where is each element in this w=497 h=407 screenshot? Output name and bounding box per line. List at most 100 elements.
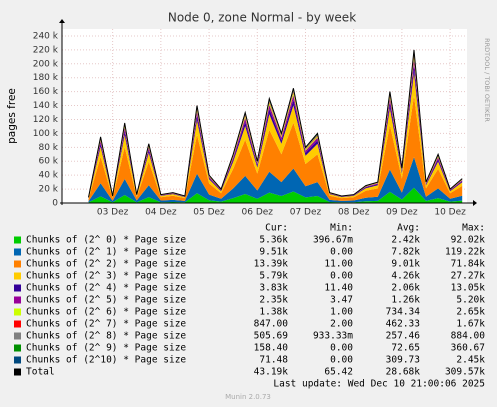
y-axis-label: pages free — [6, 88, 18, 144]
y-tick-label: 220 k — [33, 45, 59, 55]
legend-cur: 9.51k — [259, 247, 288, 258]
legend-min: 0.00 — [330, 247, 353, 258]
legend-max: 92.02k — [451, 235, 486, 246]
legend-swatch — [14, 236, 21, 244]
x-tick-label: 06 Dez — [242, 208, 274, 218]
legend-min: 933.33m — [313, 331, 353, 342]
legend-swatch — [14, 248, 21, 256]
legend-swatch — [14, 344, 21, 352]
legend-avg: 9.01k — [391, 259, 420, 270]
y-tick-label: 80 k — [38, 143, 58, 153]
y-tick-label: 140 k — [33, 101, 59, 111]
legend-label: Chunks of (2^ 5) * Page size — [26, 295, 186, 306]
legend-label: Chunks of (2^ 6) * Page size — [26, 307, 186, 318]
legend-swatch — [14, 260, 21, 268]
legend-swatch — [14, 296, 21, 304]
area — [88, 72, 463, 200]
legend-max: 2.65k — [456, 307, 485, 318]
legend-label: Chunks of (2^ 2) * Page size — [26, 259, 186, 270]
legend-max: 360.67 — [451, 343, 485, 354]
legend-max: 309.57k — [445, 367, 485, 378]
legend-label: Chunks of (2^ 4) * Page size — [26, 283, 186, 294]
area — [88, 187, 463, 203]
legend-cur: 5.79k — [259, 271, 288, 282]
legend-label: Chunks of (2^ 3) * Page size — [26, 271, 186, 282]
legend-avg: 72.65 — [391, 343, 420, 354]
legend-label: Chunks of (2^ 8) * Page size — [26, 331, 186, 342]
legend-min: 11.40 — [324, 283, 353, 294]
legend-cur: 1.38k — [259, 307, 288, 318]
y-tick-label: 60 k — [38, 157, 58, 167]
legend-min: 11.00 — [324, 259, 353, 270]
credit: Munin 2.0.73 — [225, 393, 271, 401]
last-update: Last update: Wed Dec 10 21:00:06 2025 — [273, 379, 485, 390]
legend-min: 2.00 — [330, 319, 353, 330]
x-tick-label: 10 Dez — [434, 208, 466, 218]
legend-max: 13.05k — [451, 283, 486, 294]
watermark: RRDTOOL / TOBI OETIKER — [483, 38, 491, 122]
legend-label: Chunks of (2^10) * Page size — [26, 355, 186, 366]
legend-avg: 28.68k — [386, 367, 421, 378]
legend-swatch — [14, 284, 21, 292]
legend-min: 0.00 — [330, 271, 353, 282]
x-axis-arrow — [473, 200, 477, 206]
legend-max: 119.22k — [445, 247, 485, 258]
legend-min: 396.67m — [313, 235, 353, 246]
x-tick-label: 09 Dez — [386, 208, 418, 218]
y-tick-label: 40 k — [38, 171, 58, 181]
y-tick-label: 160 k — [33, 87, 59, 97]
legend-cur: 505.69 — [254, 331, 289, 342]
legend-swatch — [14, 272, 21, 280]
y-axis-arrow — [59, 19, 65, 23]
legend-max: 1.67k — [456, 319, 485, 330]
legend-avg: 7.82k — [391, 247, 420, 258]
legend-min: 0.00 — [330, 343, 353, 354]
x-tick-label: 04 Dez — [145, 208, 177, 218]
legend-header: Min: — [330, 223, 353, 234]
legend-swatch — [14, 308, 21, 316]
legend-max: 71.84k — [451, 259, 486, 270]
legend-header: Avg: — [397, 223, 420, 234]
x-tick-label: 08 Dez — [338, 208, 370, 218]
legend-max: 884.00 — [451, 331, 486, 342]
legend-avg: 1.26k — [391, 295, 420, 306]
legend-swatch — [14, 356, 21, 364]
legend-avg: 2.06k — [391, 283, 420, 294]
legend-max: 27.27k — [451, 271, 486, 282]
total-line — [88, 49, 463, 198]
y-tick-label: 20 k — [38, 185, 58, 195]
legend-avg: 734.34 — [386, 307, 421, 318]
legend-avg: 4.26k — [391, 271, 420, 282]
legend-cur: 43.19k — [254, 367, 289, 378]
y-tick-label: 100 k — [33, 129, 59, 139]
legend-label: Chunks of (2^ 7) * Page size — [26, 319, 186, 330]
legend-cur: 5.36k — [259, 235, 288, 246]
legend-max: 5.20k — [456, 295, 485, 306]
legend-min: 3.47 — [330, 295, 353, 306]
legend-cur: 13.39k — [254, 259, 289, 270]
legend-avg: 462.33 — [386, 319, 420, 330]
x-tick-label: 07 Dez — [290, 208, 322, 218]
legend-swatch — [14, 368, 21, 376]
legend-cur: 71.48 — [259, 355, 288, 366]
legend-label: Chunks of (2^ 9) * Page size — [26, 343, 186, 354]
legend-cur: 2.35k — [259, 295, 288, 306]
legend-cur: 3.83k — [259, 283, 288, 294]
legend-label: Chunks of (2^ 0) * Page size — [26, 235, 186, 246]
y-tick-label: 240 k — [33, 31, 59, 41]
legend-cur: 847.00 — [254, 319, 289, 330]
x-tick-label: 05 Dez — [193, 208, 225, 218]
legend-header: Cur: — [265, 223, 288, 234]
y-tick-label: 120 k — [33, 115, 59, 125]
area — [88, 95, 463, 202]
area — [88, 157, 463, 203]
legend-label: Chunks of (2^ 1) * Page size — [26, 247, 186, 258]
legend-label: Total — [26, 367, 55, 378]
legend-cur: 158.40 — [254, 343, 289, 354]
legend-avg: 257.46 — [386, 331, 421, 342]
legend-swatch — [14, 320, 21, 328]
legend-min: 1.00 — [330, 307, 353, 318]
legend-avg: 2.42k — [391, 235, 420, 246]
legend-max: 2.45k — [456, 355, 485, 366]
